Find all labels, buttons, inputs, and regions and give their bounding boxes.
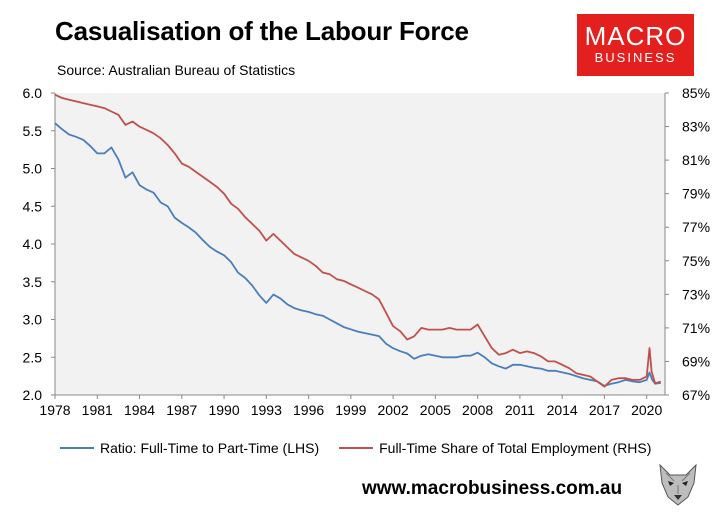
y-right-tick-label: 75% xyxy=(682,253,710,269)
x-tick-label: 2020 xyxy=(631,402,662,418)
chart-title: Casualisation of the Labour Force xyxy=(55,16,469,46)
logo-line2: BUSINESS xyxy=(594,50,677,65)
y-left-tick-label: 2.0 xyxy=(23,387,43,403)
macrobusiness-logo: MACRO BUSINESS xyxy=(577,14,694,76)
y-right-tick-label: 71% xyxy=(682,320,710,336)
x-tick-label: 2017 xyxy=(589,402,620,418)
y-right-tick-label: 67% xyxy=(682,387,710,403)
legend-swatch-ratio xyxy=(60,447,94,449)
series-line-share xyxy=(54,93,662,388)
legend-label-share: Full-Time Share of Total Employment (RHS… xyxy=(379,440,652,456)
y-right-tick-label: 81% xyxy=(682,152,710,168)
x-tick-label: 1987 xyxy=(166,402,197,418)
series-line-ratio xyxy=(54,122,661,387)
y-right-tick-label: 83% xyxy=(682,119,710,135)
logo-line1: MACRO xyxy=(584,21,687,51)
chart-legend: Ratio: Full-Time to Part-Time (LHS) Full… xyxy=(60,440,671,456)
x-tick-label: 2014 xyxy=(547,402,578,418)
legend-item-share: Full-Time Share of Total Employment (RHS… xyxy=(339,440,651,456)
y-left-tick-label: 6.0 xyxy=(23,85,43,101)
legend-item-ratio: Ratio: Full-Time to Part-Time (LHS) xyxy=(60,440,319,456)
x-tick-label: 1984 xyxy=(124,402,155,418)
x-tick-label: 1996 xyxy=(293,402,324,418)
y-left-tick-label: 5.5 xyxy=(23,123,43,139)
y-right-tick-label: 77% xyxy=(682,219,710,235)
website-url[interactable]: www.macrobusiness.com.au xyxy=(362,478,623,499)
x-tick-label: 2011 xyxy=(505,402,535,418)
x-tick-label: 1981 xyxy=(82,402,113,418)
y-left-tick-label: 3.0 xyxy=(23,312,43,328)
x-tick-label: 1999 xyxy=(335,402,366,418)
x-tick-label: 2002 xyxy=(378,402,409,418)
y-left-tick-label: 2.5 xyxy=(23,349,43,365)
chart-source: Source: Australian Bureau of Statistics xyxy=(57,62,296,78)
y-right-tick-label: 73% xyxy=(682,286,710,302)
wolf-logo-icon xyxy=(654,461,702,509)
y-left-tick-label: 5.0 xyxy=(23,161,43,177)
legend-label-ratio: Ratio: Full-Time to Part-Time (LHS) xyxy=(100,440,320,456)
legend-swatch-share xyxy=(339,447,374,449)
y-left-tick-label: 4.0 xyxy=(23,236,43,252)
x-tick-label: 1978 xyxy=(39,402,70,418)
y-right-tick-label: 85% xyxy=(682,85,710,101)
y-left-tick-label: 4.5 xyxy=(23,198,43,214)
y-left-tick-label: 3.5 xyxy=(23,274,43,290)
y-right-tick-label: 69% xyxy=(682,353,710,369)
x-tick-label: 1990 xyxy=(208,402,239,418)
y-right-tick-label: 79% xyxy=(682,186,710,202)
plot-area xyxy=(55,93,665,395)
x-tick-label: 2008 xyxy=(462,402,493,418)
x-tick-label: 1993 xyxy=(251,402,282,418)
x-tick-label: 2005 xyxy=(420,402,451,418)
